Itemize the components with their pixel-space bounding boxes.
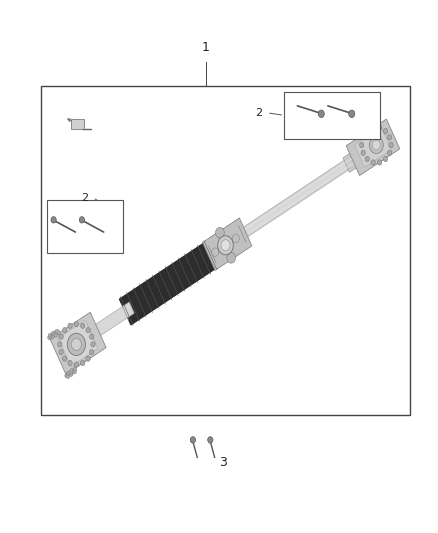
- Circle shape: [68, 360, 72, 366]
- Bar: [284, 92, 380, 139]
- Circle shape: [218, 236, 233, 255]
- Circle shape: [67, 371, 71, 375]
- Circle shape: [59, 334, 64, 340]
- Circle shape: [387, 135, 392, 140]
- Circle shape: [71, 338, 81, 350]
- Circle shape: [55, 329, 59, 334]
- Polygon shape: [240, 156, 355, 239]
- Circle shape: [372, 140, 380, 150]
- Circle shape: [212, 248, 219, 256]
- Circle shape: [349, 110, 355, 117]
- Polygon shape: [346, 119, 400, 175]
- Circle shape: [86, 356, 90, 361]
- Circle shape: [361, 150, 365, 156]
- Circle shape: [67, 333, 85, 356]
- Circle shape: [361, 135, 365, 140]
- Polygon shape: [210, 229, 245, 260]
- Circle shape: [86, 327, 90, 333]
- Circle shape: [190, 437, 195, 443]
- Circle shape: [81, 360, 85, 366]
- Circle shape: [48, 335, 51, 340]
- Text: 1: 1: [202, 42, 210, 54]
- Circle shape: [70, 368, 74, 373]
- Circle shape: [383, 128, 388, 134]
- Circle shape: [318, 110, 324, 117]
- Polygon shape: [119, 241, 218, 325]
- Circle shape: [215, 228, 224, 238]
- Circle shape: [51, 332, 55, 336]
- Bar: [47, 200, 123, 253]
- Text: 3: 3: [219, 456, 227, 469]
- Circle shape: [59, 350, 64, 355]
- Circle shape: [53, 332, 56, 336]
- Circle shape: [70, 370, 73, 375]
- Circle shape: [57, 331, 61, 335]
- Polygon shape: [89, 302, 134, 340]
- Circle shape: [383, 156, 388, 161]
- Circle shape: [233, 234, 239, 243]
- Circle shape: [371, 125, 375, 131]
- Circle shape: [51, 216, 56, 223]
- Circle shape: [208, 437, 213, 443]
- Circle shape: [50, 335, 53, 339]
- Circle shape: [63, 327, 67, 333]
- Circle shape: [72, 370, 76, 374]
- Circle shape: [369, 136, 383, 154]
- Circle shape: [378, 160, 382, 165]
- Circle shape: [48, 334, 52, 338]
- Circle shape: [67, 374, 70, 378]
- Circle shape: [389, 142, 393, 148]
- Bar: [41, 86, 410, 415]
- Circle shape: [54, 333, 58, 337]
- Circle shape: [74, 321, 78, 327]
- Circle shape: [51, 334, 55, 338]
- Circle shape: [81, 323, 85, 328]
- Polygon shape: [50, 312, 106, 374]
- Circle shape: [365, 156, 369, 161]
- Circle shape: [89, 350, 94, 355]
- Circle shape: [54, 330, 58, 334]
- Bar: [71, 119, 84, 128]
- Circle shape: [371, 160, 375, 165]
- Circle shape: [89, 334, 94, 340]
- Polygon shape: [355, 127, 392, 167]
- Circle shape: [79, 216, 85, 223]
- Circle shape: [68, 323, 72, 328]
- Circle shape: [63, 356, 67, 361]
- Circle shape: [67, 372, 70, 376]
- Polygon shape: [58, 320, 98, 366]
- Circle shape: [360, 142, 364, 148]
- Circle shape: [58, 342, 62, 347]
- Polygon shape: [202, 218, 252, 270]
- Circle shape: [65, 374, 68, 378]
- Circle shape: [91, 342, 95, 347]
- Circle shape: [387, 150, 392, 156]
- Text: 2: 2: [255, 108, 262, 118]
- Circle shape: [74, 362, 78, 367]
- Circle shape: [73, 366, 77, 370]
- Circle shape: [73, 369, 77, 373]
- Circle shape: [378, 125, 382, 131]
- Polygon shape: [343, 144, 370, 172]
- Circle shape: [365, 128, 369, 134]
- Circle shape: [227, 253, 236, 263]
- Text: 2: 2: [81, 192, 88, 203]
- Circle shape: [221, 240, 230, 251]
- Circle shape: [69, 372, 73, 376]
